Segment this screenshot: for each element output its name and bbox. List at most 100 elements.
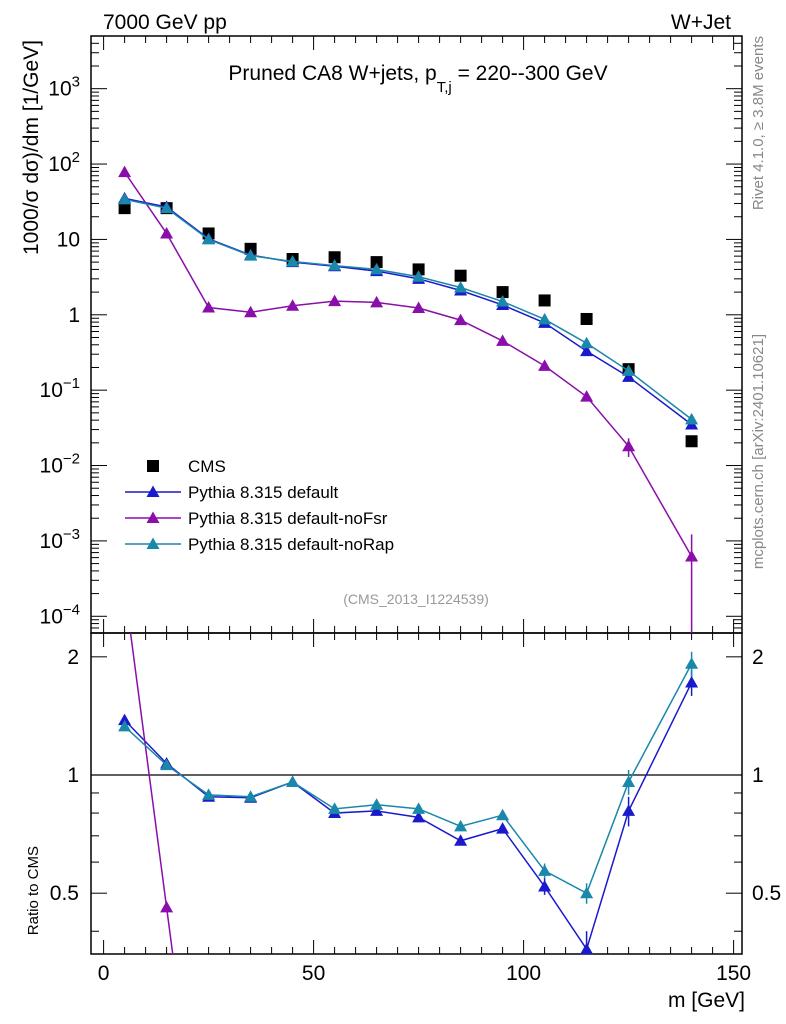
y-tick-label: 102 <box>48 149 80 176</box>
data-point-triangle <box>496 295 510 307</box>
data-point-triangle <box>538 359 552 371</box>
data-point-triangle <box>580 344 594 357</box>
ratio-tick-label-left: 1 <box>67 764 79 787</box>
x-axis-label: m [GeV] <box>668 989 745 1012</box>
data-point-triangle <box>538 312 552 325</box>
series-layer <box>118 165 699 955</box>
ratio-point <box>118 719 132 732</box>
data-point-triangle <box>370 295 384 308</box>
y-tick-label: 10−4 <box>40 601 80 628</box>
plot-title: Pruned CA8 W+jets, pT,j = 220--300 GeV <box>228 62 607 96</box>
ratio-point <box>685 657 699 669</box>
header-energy: 7000 GeV pp <box>103 11 227 34</box>
series-line <box>123 171 693 557</box>
ratio-point <box>244 790 258 802</box>
plot-title-tail: = 220--300 GeV <box>452 62 608 85</box>
ratio-point <box>370 804 384 816</box>
data-point-triangle <box>286 254 300 267</box>
data-point-triangle <box>685 412 699 425</box>
ratio-point <box>160 900 174 913</box>
data-point-triangle <box>580 390 594 402</box>
data-point-cms <box>328 251 341 264</box>
data-point-triangle <box>328 294 342 307</box>
data-point-cms <box>580 312 593 325</box>
ratio-point <box>202 788 216 800</box>
data-point-triangle <box>622 370 636 382</box>
data-point-triangle <box>412 270 426 282</box>
data-point-triangle <box>580 336 594 349</box>
data-point-triangle <box>370 262 384 275</box>
data-point-triangle <box>286 299 300 311</box>
rivet-label: Rivet 4.1.0, ≥ 3.8M events <box>750 36 767 210</box>
data-point-triangle <box>685 550 699 562</box>
legend-label: Pythia 8.315 default <box>188 483 339 502</box>
x-tick-label: 0 <box>98 962 110 985</box>
data-point-triangle <box>622 439 636 452</box>
x-tick-label: 50 <box>302 962 325 985</box>
ratio-point <box>328 802 342 814</box>
series-pythia-8-315-default-nofsr <box>118 165 699 633</box>
data-point-cms <box>496 286 509 299</box>
header-process: W+Jet <box>671 11 731 34</box>
ratio-tick-label-right: 1 <box>752 764 764 787</box>
data-point-triangle <box>412 301 426 314</box>
data-point-triangle <box>454 281 468 293</box>
data-point-triangle <box>328 259 342 271</box>
x-tick-label: 150 <box>716 962 751 985</box>
ratio-series <box>118 670 699 955</box>
y-tick-label: 10−3 <box>40 526 80 553</box>
data-point-cms <box>685 435 698 448</box>
data-point-triangle <box>496 334 510 346</box>
ratio-point <box>580 942 594 955</box>
y-tick-label: 10 <box>57 228 80 251</box>
y-tick-label: 1 <box>68 304 80 327</box>
legend-label: Pythia 8.315 default-noFsr <box>188 509 388 528</box>
ratio-point <box>160 758 174 771</box>
ratio-series <box>129 633 174 954</box>
series-pythia-8-315-default-norap <box>118 192 699 425</box>
plot-title-main: Pruned CA8 W+jets, p <box>228 62 436 85</box>
y-tick-label: 10−1 <box>40 375 80 402</box>
ratio-line <box>129 633 174 954</box>
data-point-cms <box>370 256 383 269</box>
legend-marker-square <box>147 460 159 472</box>
y-axis-label: 1000/σ dσ)/dm [1/GeV] <box>20 40 43 255</box>
legend-label: CMS <box>188 457 226 476</box>
data-point-triangle <box>454 313 468 326</box>
y-tick-label: 103 <box>48 74 80 101</box>
ratio-plot-frame <box>90 632 743 955</box>
ratio-point <box>496 822 510 834</box>
data-point-triangle <box>244 305 258 318</box>
data-point-cms <box>118 202 131 215</box>
legend-label: Pythia 8.315 default-noRap <box>188 535 394 554</box>
data-point-triangle <box>160 201 174 214</box>
ratio-point <box>685 676 699 688</box>
legend-marker-triangle <box>146 485 160 497</box>
ratio-series <box>118 651 699 904</box>
ratio-point <box>496 808 510 821</box>
data-point-triangle <box>160 226 174 239</box>
ratio-point <box>118 713 132 726</box>
legend-marker-triangle <box>146 511 160 523</box>
analysis-id: (CMS_2013_I1224539) <box>343 591 489 607</box>
axis-ticks: 0 50 100 150 10−4 10−3 10−2 10−1 1 10 102 103 0.5 0.5… <box>40 35 781 985</box>
ratio-point <box>454 819 468 832</box>
ratio-point <box>412 810 426 823</box>
ratio-point <box>622 804 636 816</box>
ratio-tick-label-right: 2 <box>752 646 764 669</box>
legend: CMS Pythia 8.315 default Pythia 8.315 defa… <box>125 457 394 554</box>
y-tick-label: 10−2 <box>40 451 80 478</box>
mcplots-label: mcplots.cern.ch [arXiv:2401.10621] <box>750 334 767 569</box>
ratio-line <box>124 663 693 895</box>
legend-marker-triangle <box>146 537 160 549</box>
ratio-tick-label-left: 2 <box>67 646 79 669</box>
data-point-triangle <box>244 249 258 261</box>
data-point-cms <box>454 269 467 282</box>
series-line <box>124 198 693 420</box>
data-point-triangle <box>118 192 132 205</box>
data-point-triangle <box>118 165 132 178</box>
ratio-point <box>538 864 552 876</box>
ratio-point <box>538 880 552 892</box>
data-point-triangle <box>202 232 216 245</box>
